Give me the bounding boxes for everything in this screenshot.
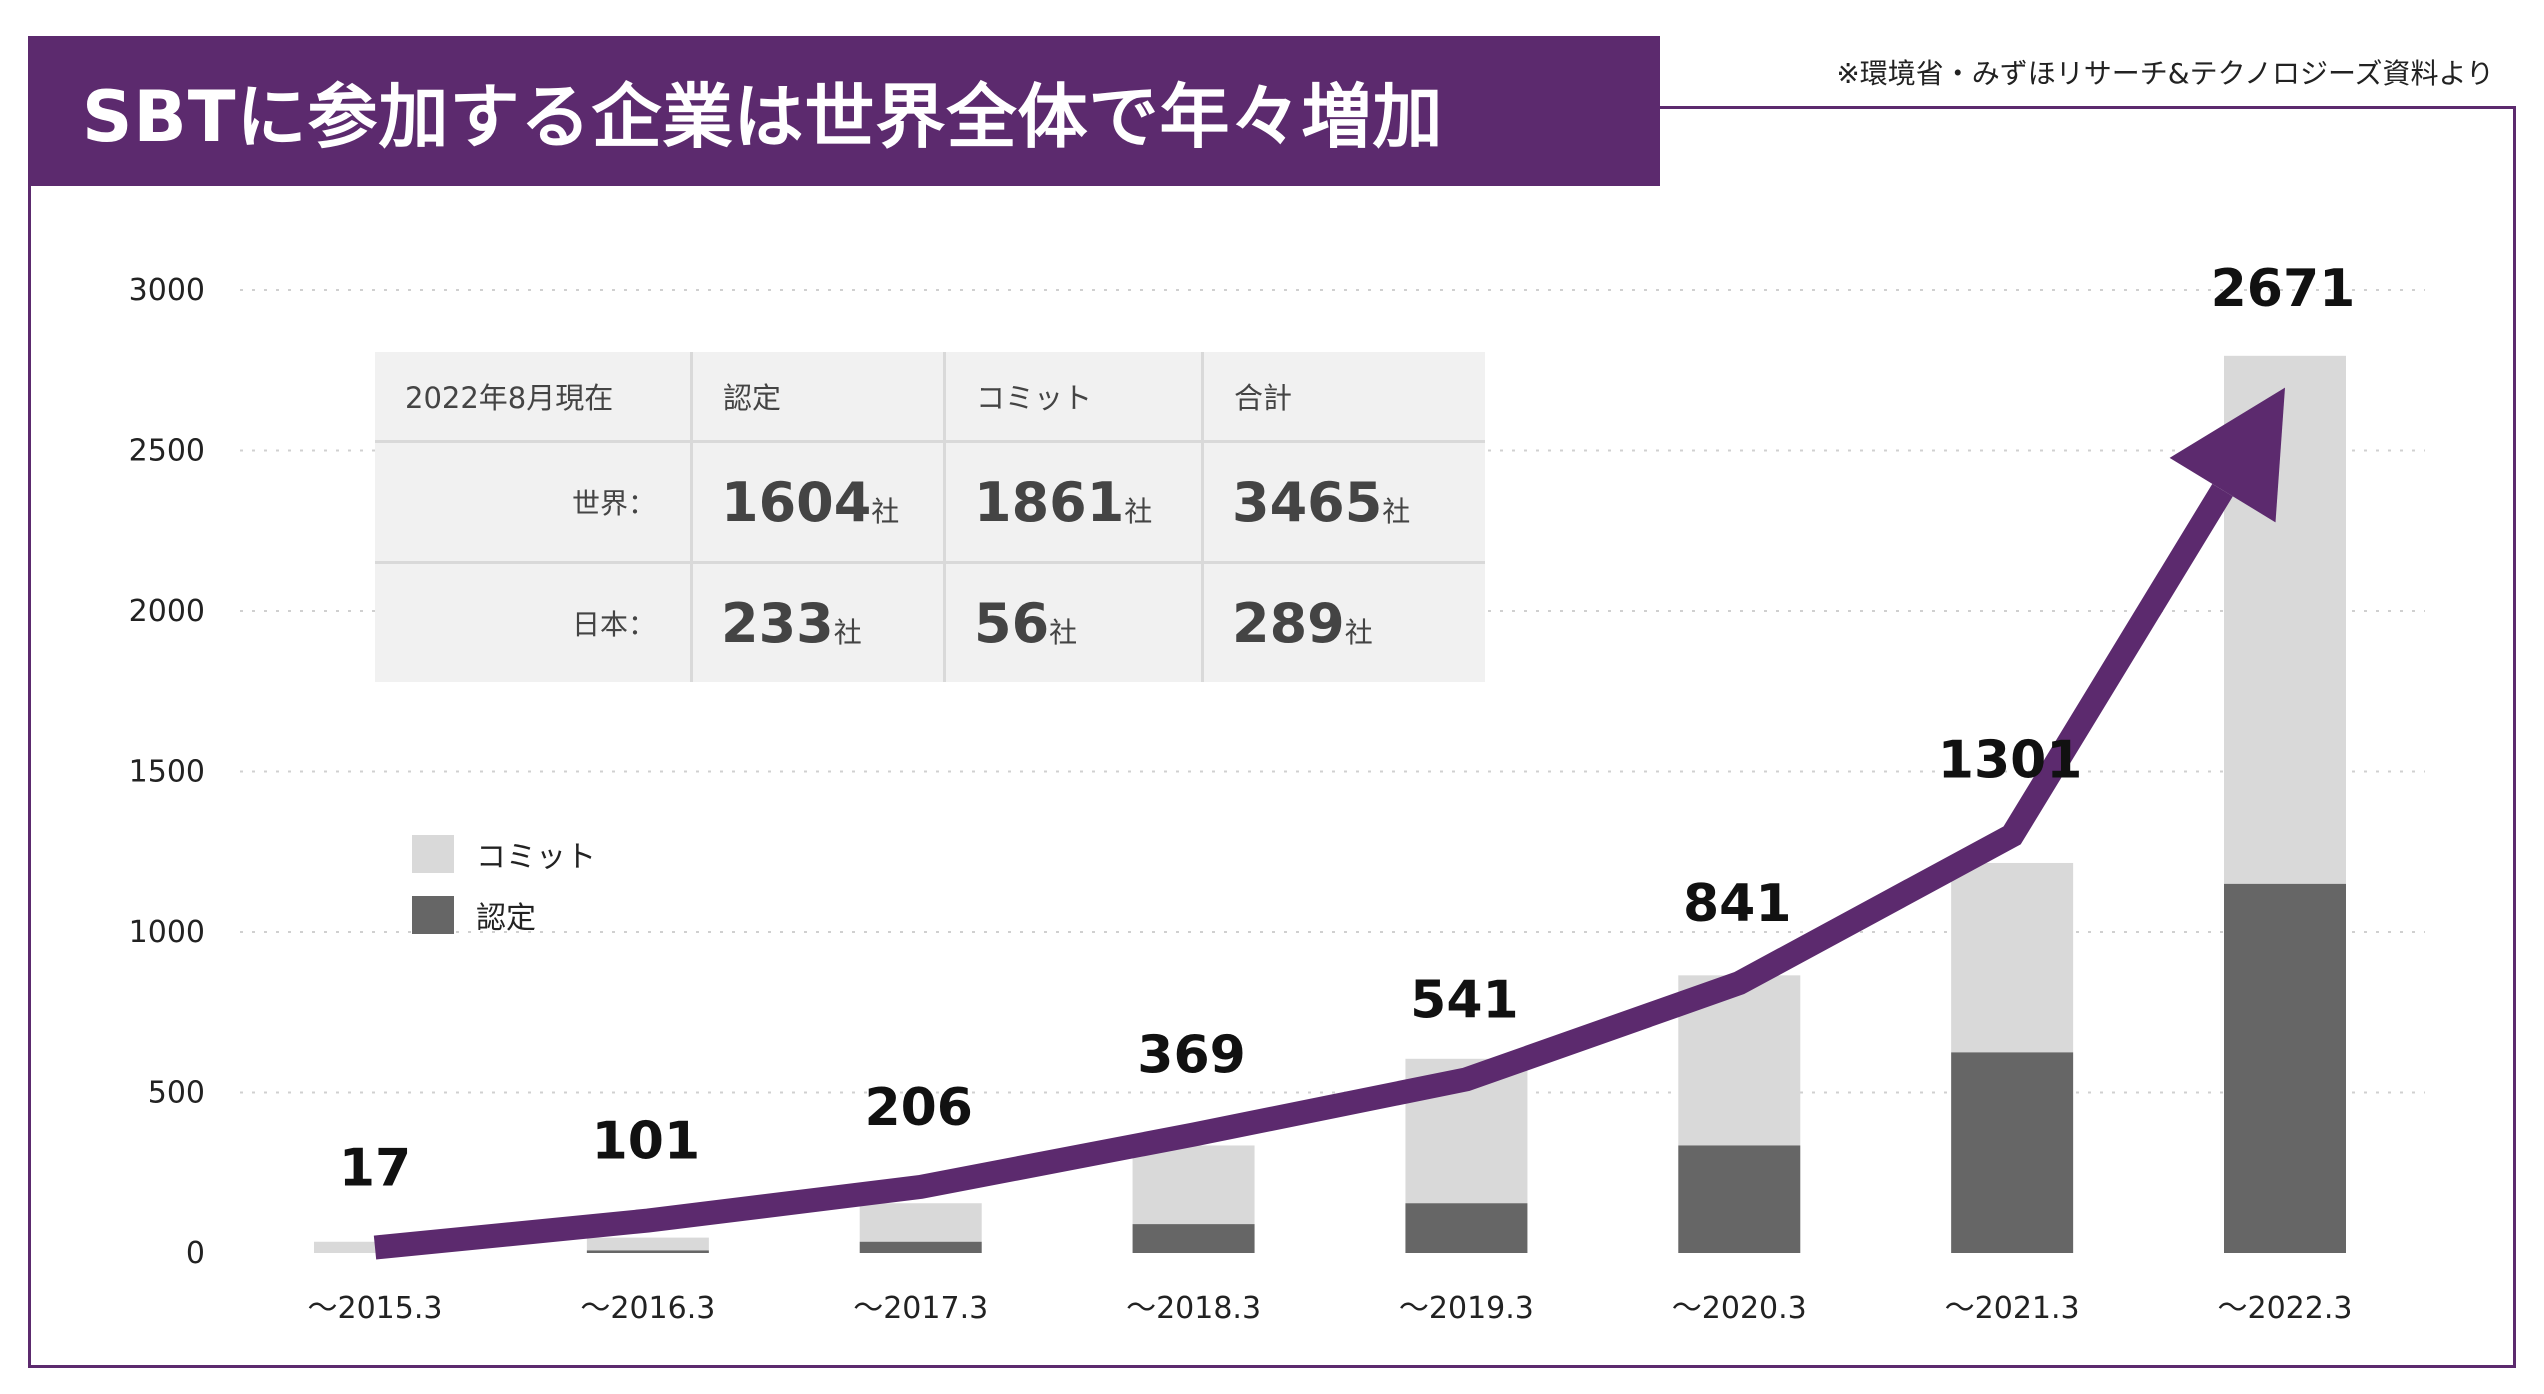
bar-certified bbox=[859, 1241, 982, 1253]
unit-label: 社 bbox=[1124, 494, 1153, 528]
y-tick-label: 2500 bbox=[129, 434, 205, 469]
bar-certified bbox=[2224, 883, 2346, 1253]
legend-certified-swatch bbox=[412, 896, 454, 934]
data-label: 1301 bbox=[1938, 730, 2083, 790]
japan-commit-value: 56 bbox=[974, 591, 1050, 655]
x-tick-label: 〜2018.3 bbox=[1126, 1291, 1261, 1326]
bar-certified bbox=[1132, 1224, 1255, 1253]
legend-certified: 認定 bbox=[412, 893, 536, 937]
source-note: ※環境省・みずほリサーチ&テクノロジーズ資料より bbox=[1836, 57, 2494, 90]
title-bar: SBTに参加する企業は世界全体で年々増加 bbox=[28, 36, 1660, 186]
header-certified: 認定 bbox=[691, 352, 946, 443]
bar-commit bbox=[1951, 862, 2074, 1053]
bar-certified bbox=[1678, 1145, 1801, 1253]
unit-label: 社 bbox=[1382, 494, 1411, 528]
legend-commit: コミット bbox=[412, 832, 596, 876]
data-label: 17 bbox=[339, 1139, 411, 1199]
data-label: 101 bbox=[592, 1112, 701, 1172]
world-certified: 1604社 bbox=[691, 441, 946, 564]
trend-arrow-head bbox=[2169, 387, 2285, 523]
bar-certified bbox=[1951, 1052, 2074, 1253]
page-title: SBTに参加する企業は世界全体で年々増加 bbox=[82, 75, 1444, 158]
japan-certified-value: 233 bbox=[721, 591, 834, 655]
y-tick-label: 1500 bbox=[129, 755, 205, 790]
data-label: 2671 bbox=[2211, 259, 2356, 319]
x-tick-label: 〜2016.3 bbox=[580, 1291, 715, 1326]
data-label: 841 bbox=[1683, 874, 1792, 934]
summary-row-japan: 日本： 233社 56社 289社 bbox=[375, 562, 1486, 683]
data-label: 369 bbox=[1137, 1026, 1246, 1086]
japan-total-value: 289 bbox=[1232, 591, 1345, 655]
row-label-japan: 日本： bbox=[375, 562, 693, 682]
bar-commit bbox=[1132, 1145, 1255, 1225]
unit-label: 社 bbox=[833, 615, 862, 649]
legend-commit-swatch bbox=[412, 835, 454, 873]
x-tick-label: 〜2017.3 bbox=[853, 1291, 988, 1326]
x-axis-ticks: 〜2015.3 〜2016.3 〜2017.3 〜2018.3 〜2019.3 〜2020… bbox=[308, 1291, 2353, 1326]
y-axis-ticks: 0 500 1000 1500 2000 2500 3000 bbox=[129, 273, 205, 1271]
x-tick-label: 〜2022.3 bbox=[2218, 1291, 2353, 1326]
legend-certified-label: 認定 bbox=[476, 901, 536, 936]
x-tick-label: 〜2015.3 bbox=[308, 1291, 443, 1326]
y-tick-label: 1000 bbox=[129, 915, 205, 950]
y-tick-label: 500 bbox=[148, 1076, 205, 1111]
header-as-of: 2022年8月現在 bbox=[375, 352, 693, 443]
header-total: 合計 bbox=[1202, 352, 1485, 443]
world-certified-value: 1604 bbox=[721, 470, 872, 534]
header-commit: コミット bbox=[944, 352, 1204, 443]
x-tick-label: 〜2020.3 bbox=[1672, 1291, 1807, 1326]
summary-row-world: 世界： 1604社 1861社 3465社 bbox=[375, 441, 1485, 564]
y-tick-label: 3000 bbox=[129, 273, 205, 308]
y-tick-label: 2000 bbox=[129, 594, 205, 629]
japan-total: 289社 bbox=[1203, 563, 1486, 683]
bar-certified bbox=[586, 1250, 709, 1253]
bar-certified bbox=[1405, 1203, 1528, 1253]
japan-commit: 56社 bbox=[944, 562, 1204, 682]
world-total-value: 3465 bbox=[1232, 470, 1383, 534]
data-label: 541 bbox=[1410, 970, 1519, 1030]
x-tick-label: 〜2019.3 bbox=[1399, 1291, 1534, 1326]
summary-table: 2022年8月現在 認定 コミット 合計 世界： 1604社 1861社 346… bbox=[375, 352, 1485, 682]
world-commit-value: 1861 bbox=[974, 470, 1125, 534]
unit-label: 社 bbox=[1344, 615, 1373, 649]
summary-table-header: 2022年8月現在 認定 コミット 合計 bbox=[375, 352, 1485, 443]
world-total: 3465社 bbox=[1202, 441, 1485, 564]
world-commit: 1861社 bbox=[944, 441, 1204, 564]
data-labels: 17 101 206 369 541 841 1301 2671 bbox=[339, 259, 2356, 1199]
trend-line-path bbox=[373, 483, 2233, 1260]
x-tick-label: 〜2021.3 bbox=[1945, 1291, 2080, 1326]
data-label: 206 bbox=[864, 1078, 973, 1138]
bar-commit bbox=[586, 1237, 709, 1251]
japan-certified: 233社 bbox=[691, 562, 946, 682]
y-tick-label: 0 bbox=[186, 1236, 205, 1271]
bar-commit bbox=[859, 1203, 982, 1242]
unit-label: 社 bbox=[871, 494, 900, 528]
unit-label: 社 bbox=[1049, 615, 1078, 649]
trend-line bbox=[373, 387, 2285, 1260]
legend-commit-label: コミット bbox=[476, 840, 596, 875]
row-label-world: 世界： bbox=[375, 441, 693, 564]
